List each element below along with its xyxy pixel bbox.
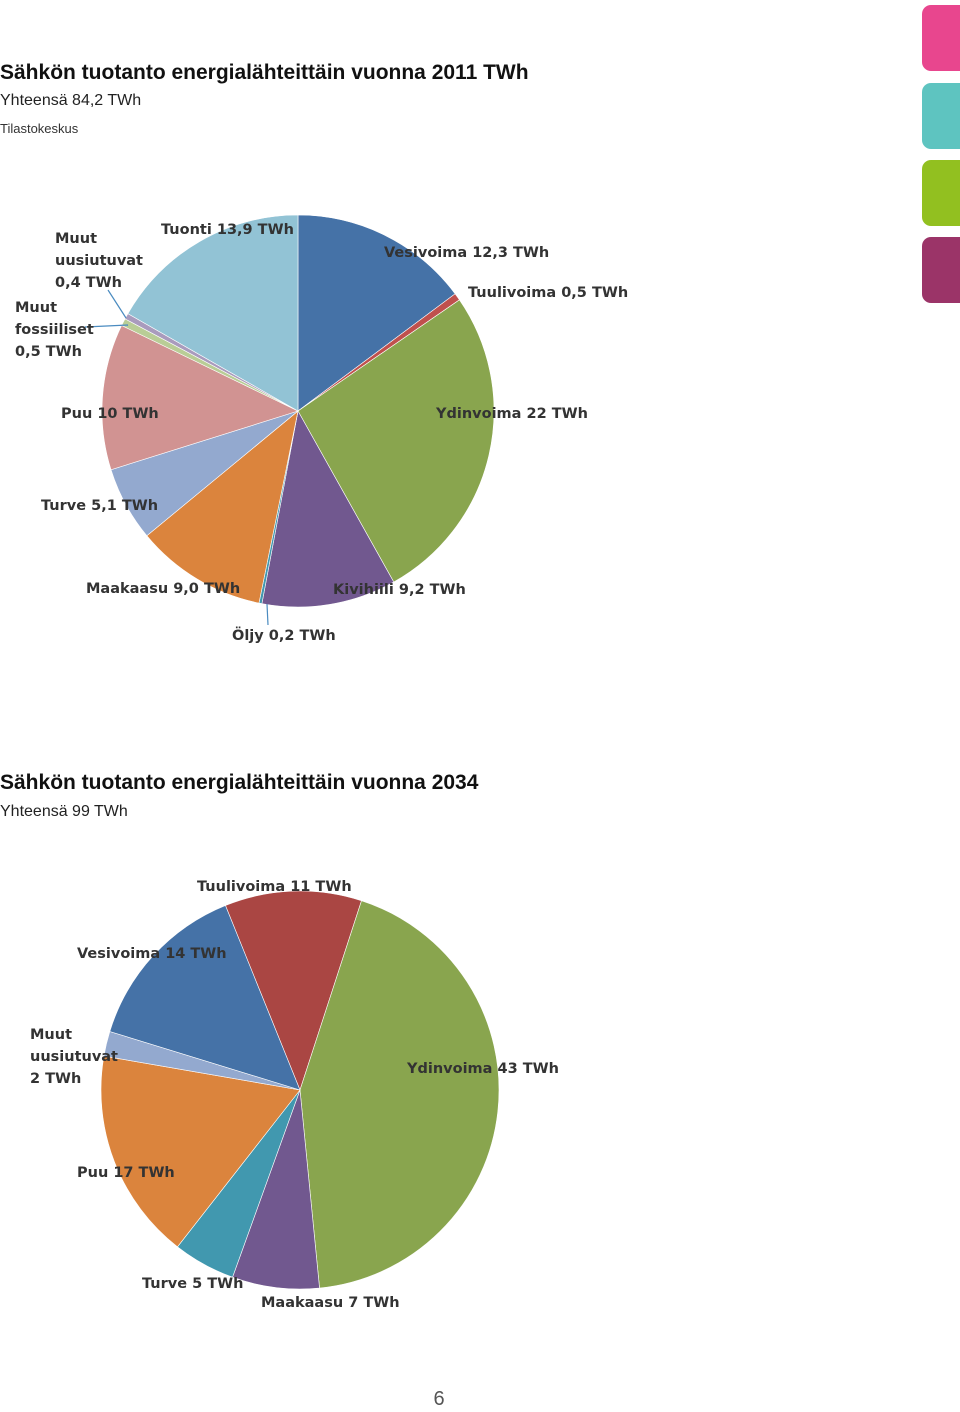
data-label-tuonti-0: Tuonti 13,9 TWh <box>161 222 294 238</box>
pie-chart-2011: Vesivoima 12,3 TWh Tuulivoima 0,5 TWh Ydin… <box>15 214 628 644</box>
leader-line-0-2 <box>266 603 269 626</box>
leader-line-0-1 <box>107 289 127 319</box>
leader-line-0-0 <box>84 324 129 328</box>
pie-slice-tuonti-0 <box>127 214 299 412</box>
data-label-oljy-0: Öljy 0,2 TWh <box>232 626 336 644</box>
pie-slice-puu-1 <box>100 1055 301 1248</box>
data-label-tuulivoima-0: Tuulivoima 0,5 TWh <box>468 285 628 301</box>
pie-slice-ydinvoima-0 <box>297 299 495 583</box>
data-label-turve-0: Turve 5,1 TWh <box>41 498 158 514</box>
pie-slice-puu-0 <box>101 325 299 471</box>
page-number: 6 <box>433 1388 445 1410</box>
pie-slice-maakaasu-0 <box>146 410 299 604</box>
data-label-tuulivoima-1: Tuulivoima 11 TWh <box>197 879 352 895</box>
data-label-kivihiili-0: Kivihiili 9,2 TWh <box>333 582 466 598</box>
data-label-muut-uusiutuvat-1: Muut uusiutuvat 2 TWh <box>30 1027 118 1087</box>
side-tab-green[interactable] <box>922 160 960 226</box>
pie-slice-kivihiili-0 <box>261 410 395 608</box>
pie-slice-vesivoima-1 <box>109 905 301 1091</box>
data-label-ydinvoima-1: Ydinvoima 43 TWh <box>406 1061 559 1077</box>
side-tab-teal[interactable] <box>922 83 960 149</box>
chart-subtitle-2034: Yhteensä 99 TWh <box>0 803 128 820</box>
pie-slice-tuulivoima-1 <box>225 890 362 1091</box>
data-label-turve-1: Turve 5 TWh <box>142 1276 243 1292</box>
data-label-muut-fossiiliset-0: Muut fossiiliset 0,5 TWh <box>15 300 94 360</box>
chart-title-2011: Sähkön tuotanto energialähteittäin vuonn… <box>0 61 529 84</box>
data-label-puu-0: Puu 10 TWh <box>61 406 159 422</box>
side-tab-pink[interactable] <box>922 5 960 71</box>
chart-title-2034: Sähkön tuotanto energialähteittäin vuonn… <box>0 771 479 794</box>
chart-subtitle-2011: Yhteensä 84,2 TWh <box>0 92 142 109</box>
data-label-puu-1: Puu 17 TWh <box>77 1165 175 1181</box>
data-label-maakaasu-1: Maakaasu 7 TWh <box>261 1295 400 1311</box>
pie-slice-ydinvoima-1 <box>299 900 500 1289</box>
data-label-maakaasu-0: Maakaasu 9,0 TWh <box>86 581 240 597</box>
pie-slice-vesivoima-0 <box>297 214 456 412</box>
data-label-ydinvoima-0: Ydinvoima 22 TWh <box>435 406 588 422</box>
chart-source-2011: Tilastokeskus <box>0 121 79 136</box>
data-label-vesivoima-1: Vesivoima 14 TWh <box>77 946 227 962</box>
data-label-muut-uusiutuvat-0: Muut uusiutuvat 0,4 TWh <box>55 231 143 291</box>
data-label-vesivoima-0: Vesivoima 12,3 TWh <box>384 245 549 261</box>
side-tab-plum[interactable] <box>922 237 960 303</box>
